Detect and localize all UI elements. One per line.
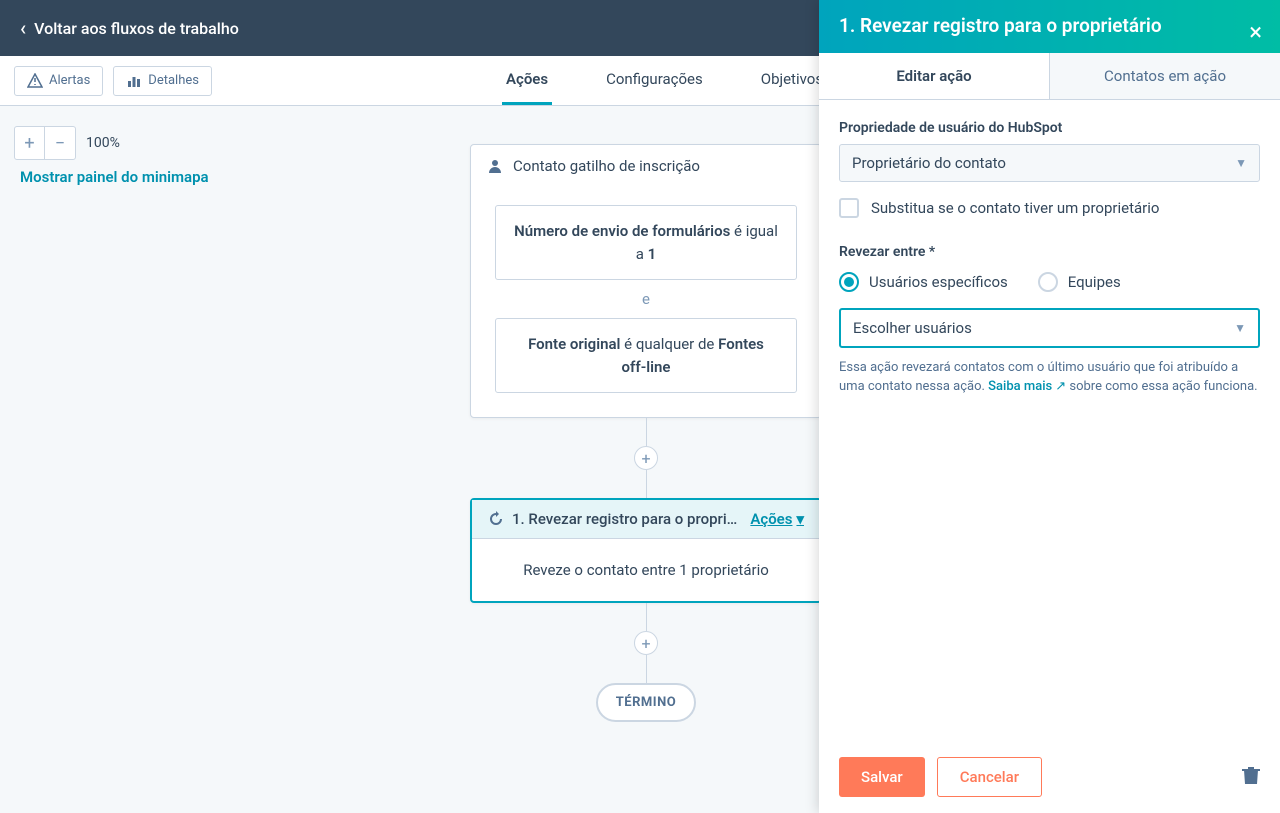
chevron-left-icon: ‹ [20, 16, 26, 40]
panel-footer: Salvar Cancelar [819, 741, 1280, 813]
delete-icon[interactable] [1242, 765, 1260, 790]
replace-checkbox[interactable] [839, 198, 859, 218]
panel-title-prefix: 1. [839, 14, 855, 37]
connector-line [646, 655, 647, 683]
action-edit-panel: 1. Revezar registro para o proprietário … [819, 0, 1280, 813]
radio-group: Usuários específicos Equipes [839, 272, 1260, 292]
choose-users-select[interactable]: Escolher usuários ▼ [839, 308, 1260, 348]
rotate-section: Revezar entre * Usuários específicos Equ… [839, 244, 1260, 397]
warning-icon [27, 73, 43, 89]
radio-circle-checked [839, 272, 859, 292]
panel-tab-edit[interactable]: Editar ação [819, 53, 1050, 99]
replace-checkbox-label: Substitua se o contato tiver um propriet… [871, 199, 1159, 217]
radio-dot [844, 277, 854, 287]
panel-header: 1. Revezar registro para o proprietário … [819, 0, 1280, 53]
radio-teams-label: Equipes [1068, 273, 1121, 291]
zoom-button-group: + − [14, 126, 76, 160]
radio-users-label: Usuários específicos [869, 273, 1008, 291]
back-to-workflows-link[interactable]: ‹ Voltar aos fluxos de trabalho [20, 16, 239, 40]
connector-line [646, 418, 647, 446]
external-link-icon: ↗ [1055, 377, 1066, 397]
workflow-canvas: Contato gatilho de inscrição Número de e… [470, 144, 822, 722]
zoom-out-button[interactable]: − [45, 127, 75, 159]
helper-text-2: sobre como essa ação funciona. [1066, 379, 1257, 394]
alerts-label: Alertas [49, 73, 90, 88]
tab-config[interactable]: Configurações [602, 56, 707, 105]
trigger-node[interactable]: Contato gatilho de inscrição Número de e… [470, 144, 822, 418]
rotate-icon [488, 511, 504, 527]
chevron-down-icon: ▼ [1234, 321, 1246, 335]
choose-users-label: Escolher usuários [853, 319, 972, 337]
zoom-controls: + − 100% [14, 126, 120, 160]
back-link-label: Voltar aos fluxos de trabalho [34, 19, 239, 38]
panel-body: Propriedade de usuário do HubSpot Propri… [819, 100, 1280, 741]
rotate-label: Revezar entre * [839, 244, 1260, 260]
alerts-button[interactable]: Alertas [14, 66, 103, 96]
zoom-percent: 100% [86, 135, 120, 151]
trigger-node-header: Contato gatilho de inscrição [471, 145, 821, 187]
action-menu-label: Ações [750, 510, 792, 528]
chart-icon [126, 73, 142, 89]
add-action-button-2[interactable]: + [634, 631, 658, 655]
learn-more-link[interactable]: Saiba mais↗ [988, 379, 1066, 394]
save-button[interactable]: Salvar [839, 757, 925, 797]
cond1-field: Número de envio de formulários [514, 222, 730, 240]
action-node-menu[interactable]: Ações ▾ [750, 510, 804, 528]
action-node-body: Reveze o contato entre 1 proprietário [472, 539, 820, 601]
action-node-title: 1. Revezar registro para o propriet... [512, 510, 742, 528]
panel-tabs: Editar ação Contatos em ação [819, 53, 1280, 100]
tab-actions[interactable]: Ações [502, 56, 552, 105]
cond2-op: é qualquer de [620, 335, 718, 353]
connector-line [646, 470, 647, 498]
cond2-field: Fonte original [528, 335, 620, 353]
end-node: TÉRMINO [596, 683, 697, 722]
minimap-toggle-link[interactable]: Mostrar painel do minimapa [20, 168, 209, 186]
radio-circle [1038, 272, 1058, 292]
user-icon [487, 158, 503, 174]
radio-specific-users[interactable]: Usuários específicos [839, 272, 1008, 292]
condition-connector: e [495, 280, 797, 318]
action-node[interactable]: 1. Revezar registro para o propriet... A… [470, 498, 822, 603]
condition-1: Número de envio de formulários é igual a… [495, 205, 797, 280]
property-select[interactable]: Proprietário do contato ▼ [839, 144, 1260, 182]
replace-checkbox-row: Substitua se o contato tiver um propriet… [839, 198, 1260, 218]
panel-title-text: Revezar registro para o proprietário [860, 14, 1162, 37]
property-value: Proprietário do contato [852, 154, 1006, 172]
add-action-button-1[interactable]: + [634, 446, 658, 470]
close-icon[interactable]: × [1249, 18, 1262, 46]
connector-line [646, 603, 647, 631]
property-label: Propriedade de usuário do HubSpot [839, 120, 1260, 136]
radio-teams[interactable]: Equipes [1038, 272, 1121, 292]
chevron-down-icon: ▾ [796, 510, 804, 528]
cond1-value: 1 [648, 245, 657, 263]
tab-goals[interactable]: Objetivos [757, 56, 827, 105]
toolbar-buttons: Alertas Detalhes [14, 66, 212, 96]
chevron-down-icon: ▼ [1235, 156, 1247, 170]
zoom-in-button[interactable]: + [15, 127, 45, 159]
condition-2: Fonte original é qualquer de Fontes off-… [495, 318, 797, 393]
helper-text: Essa ação revezará contatos com o último… [839, 358, 1260, 397]
details-label: Detalhes [148, 73, 199, 88]
panel-title: 1. Revezar registro para o proprietário [839, 14, 1230, 39]
trash-icon [1242, 765, 1260, 785]
action-node-header: 1. Revezar registro para o propriet... A… [472, 500, 820, 539]
action-node-title-wrap: 1. Revezar registro para o propriet... [488, 510, 742, 528]
trigger-node-title: Contato gatilho de inscrição [513, 157, 700, 175]
details-button[interactable]: Detalhes [113, 66, 212, 96]
trigger-node-body: Número de envio de formulários é igual a… [471, 187, 821, 417]
panel-tab-contacts[interactable]: Contatos em ação [1050, 53, 1280, 99]
cancel-button[interactable]: Cancelar [937, 757, 1042, 797]
